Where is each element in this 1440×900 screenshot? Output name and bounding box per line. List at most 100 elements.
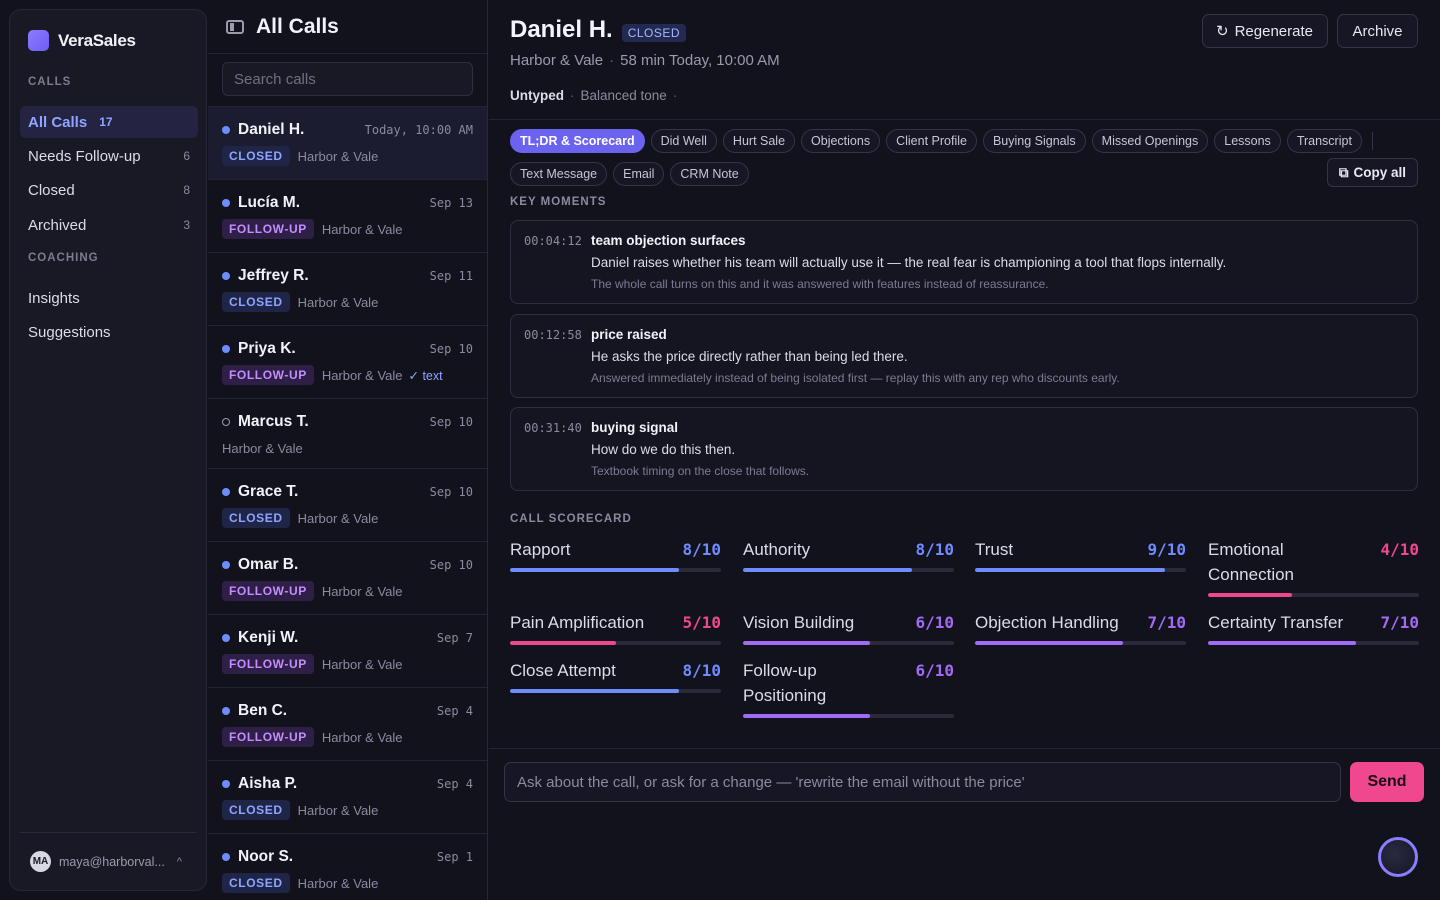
- tab-client-profile[interactable]: Client Profile: [886, 129, 977, 153]
- list-header: All Calls: [208, 0, 487, 54]
- call-time: Today, 10:00 AM: [669, 52, 780, 69]
- brand[interactable]: VeraSales: [28, 30, 136, 51]
- status-badge: CLOSED: [222, 146, 290, 166]
- sidebar-item-count: 6: [183, 149, 190, 163]
- moment-timestamp[interactable]: 00:12:58: [524, 328, 582, 342]
- score-bar-fill: [975, 641, 1123, 645]
- send-button[interactable]: Send: [1350, 762, 1424, 802]
- unread-dot-icon: [222, 561, 230, 569]
- call-list-item[interactable]: Ben C. Sep 4 FOLLOW-UP Harbor & Vale: [208, 688, 487, 761]
- copy-all-button[interactable]: ⧉ Copy all: [1326, 158, 1418, 187]
- tab-objections[interactable]: Objections: [801, 129, 881, 153]
- sidebar-item-insights[interactable]: Insights: [20, 282, 198, 314]
- brand-logo-icon: [28, 30, 49, 51]
- header-divider: [489, 119, 1440, 120]
- sidebar-item-needs-follow-up[interactable]: Needs Follow-up 6: [20, 140, 198, 172]
- tone-setting[interactable]: Balanced tone: [580, 88, 667, 103]
- search-input[interactable]: [222, 62, 473, 96]
- user-menu[interactable]: MA maya@harborval... ^: [20, 832, 196, 890]
- tab-email[interactable]: Email: [613, 162, 665, 186]
- status-badge: FOLLOW-UP: [222, 219, 314, 239]
- call-contact-name: Priya K.: [238, 340, 296, 357]
- tab-hurt-sale[interactable]: Hurt Sale: [722, 129, 796, 153]
- call-list-item[interactable]: Marcus T. Sep 10 Harbor & Vale: [208, 399, 487, 469]
- assistant-orb-icon[interactable]: [1378, 837, 1418, 877]
- score-bar: [975, 568, 1186, 572]
- tab-missed-openings[interactable]: Missed Openings: [1091, 129, 1209, 153]
- score-name: Vision Building: [743, 613, 855, 632]
- chat-input[interactable]: [504, 762, 1341, 802]
- sidebar-item-archived[interactable]: Archived 3: [20, 209, 198, 241]
- tab-did-well[interactable]: Did Well: [650, 129, 717, 153]
- unread-dot-icon: [222, 488, 230, 496]
- score-name: Certainty Transfer: [1208, 613, 1344, 632]
- score-bar: [510, 689, 721, 693]
- score-item: Certainty Transfer 7/10: [1208, 610, 1419, 645]
- tab-text-message[interactable]: Text Message: [510, 162, 608, 186]
- regenerate-button[interactable]: ↻ Regenerate: [1202, 14, 1328, 48]
- tab-tl-dr-scorecard[interactable]: TL;DR & Scorecard: [510, 129, 645, 153]
- moment-timestamp[interactable]: 00:04:12: [524, 234, 582, 248]
- brand-name: VeraSales: [58, 30, 136, 50]
- call-date: Sep 7: [436, 631, 473, 645]
- archive-label: Archive: [1352, 22, 1403, 40]
- unread-dot-icon: [222, 853, 230, 861]
- score-bar: [975, 641, 1186, 645]
- score-bar-fill: [1208, 593, 1293, 597]
- moment-title: price raised: [591, 327, 667, 342]
- sidebar-item-closed[interactable]: Closed 8: [20, 174, 198, 206]
- score-item: Emotional Connection 4/10: [1208, 537, 1419, 597]
- archive-button[interactable]: Archive: [1337, 14, 1418, 48]
- moment-quote: How do we do this then.: [591, 442, 736, 457]
- chevron-up-icon[interactable]: ^: [176, 855, 182, 868]
- score-value: 8/10: [682, 540, 721, 559]
- call-type[interactable]: Untyped: [510, 88, 564, 103]
- sidebar-item-label: Insights: [28, 289, 80, 307]
- call-contact-name: Lucía M.: [238, 194, 301, 211]
- sidebar-item-suggestions[interactable]: Suggestions: [20, 316, 198, 348]
- call-company: Harbor & Vale: [321, 583, 403, 599]
- call-list-item[interactable]: Omar B. Sep 10 FOLLOW-UP Harbor & Vale: [208, 542, 487, 615]
- call-date: Sep 10: [429, 415, 473, 429]
- status-badge: CLOSED: [222, 873, 290, 893]
- call-list-item[interactable]: Aisha P. Sep 4 CLOSED Harbor & Vale: [208, 761, 487, 834]
- tab-lessons[interactable]: Lessons: [1214, 129, 1281, 153]
- score-item: Pain Amplification 5/10: [510, 610, 721, 645]
- call-company: Harbor & Vale: [297, 875, 379, 891]
- status-badge: FOLLOW-UP: [222, 727, 314, 747]
- chat-bar: Send: [489, 748, 1440, 816]
- key-moment-card[interactable]: 00:04:12 team objection surfaces Daniel ra…: [510, 220, 1418, 304]
- key-moment-card[interactable]: 00:31:40 buying signal How do we do this t…: [510, 407, 1418, 491]
- tab-transcript[interactable]: Transcript: [1286, 129, 1362, 153]
- call-list-item[interactable]: Kenji W. Sep 7 FOLLOW-UP Harbor & Vale: [208, 615, 487, 688]
- moment-title: team objection surfaces: [591, 233, 746, 248]
- sidebar-toggle-icon[interactable]: [226, 19, 244, 34]
- avatar: MA: [30, 851, 51, 872]
- key-moment-card[interactable]: 00:12:58 price raised He asks the price di…: [510, 314, 1418, 398]
- score-bar: [510, 568, 721, 572]
- sidebar-item-label: All Calls: [28, 113, 88, 131]
- sidebar: VeraSales CALLS All Calls 17 Needs Follow-…: [9, 9, 207, 891]
- coaching-section-label: COACHING: [28, 252, 99, 264]
- sidebar-item-all-calls[interactable]: All Calls 17: [20, 106, 198, 138]
- moment-note: The whole call turns on this and it was …: [591, 277, 1049, 291]
- call-list-item[interactable]: Priya K. Sep 10 FOLLOW-UP Harbor & Vale ✓ te…: [208, 326, 487, 399]
- copy-icon: ⧉: [1338, 164, 1349, 180]
- call-list-item[interactable]: Grace T. Sep 10 CLOSED Harbor & Vale: [208, 469, 487, 542]
- tab-crm-note[interactable]: CRM Note: [670, 162, 749, 186]
- call-list-item[interactable]: Jeffrey R. Sep 11 CLOSED Harbor & Vale: [208, 253, 487, 326]
- call-company: Harbor & Vale: [297, 510, 379, 526]
- score-name: Rapport: [510, 540, 571, 559]
- call-date: Sep 10: [429, 558, 473, 572]
- copy-all-label: Copy all: [1353, 165, 1406, 180]
- sidebar-item-count: 8: [183, 183, 190, 197]
- score-bar-fill: [743, 714, 870, 718]
- moment-timestamp[interactable]: 00:31:40: [524, 421, 582, 435]
- tab-buying-signals[interactable]: Buying Signals: [982, 129, 1086, 153]
- call-list-item[interactable]: Noor S. Sep 1 CLOSED Harbor & Vale: [208, 834, 487, 900]
- score-value: 5/10: [682, 613, 721, 632]
- call-list-item[interactable]: Lucía M. Sep 13 FOLLOW-UP Harbor & Vale: [208, 180, 487, 253]
- call-list-item[interactable]: Daniel H. Today, 10:00 AM CLOSED Harbor & V…: [208, 107, 487, 180]
- call-date: Sep 11: [429, 269, 473, 283]
- score-bar: [1208, 593, 1419, 597]
